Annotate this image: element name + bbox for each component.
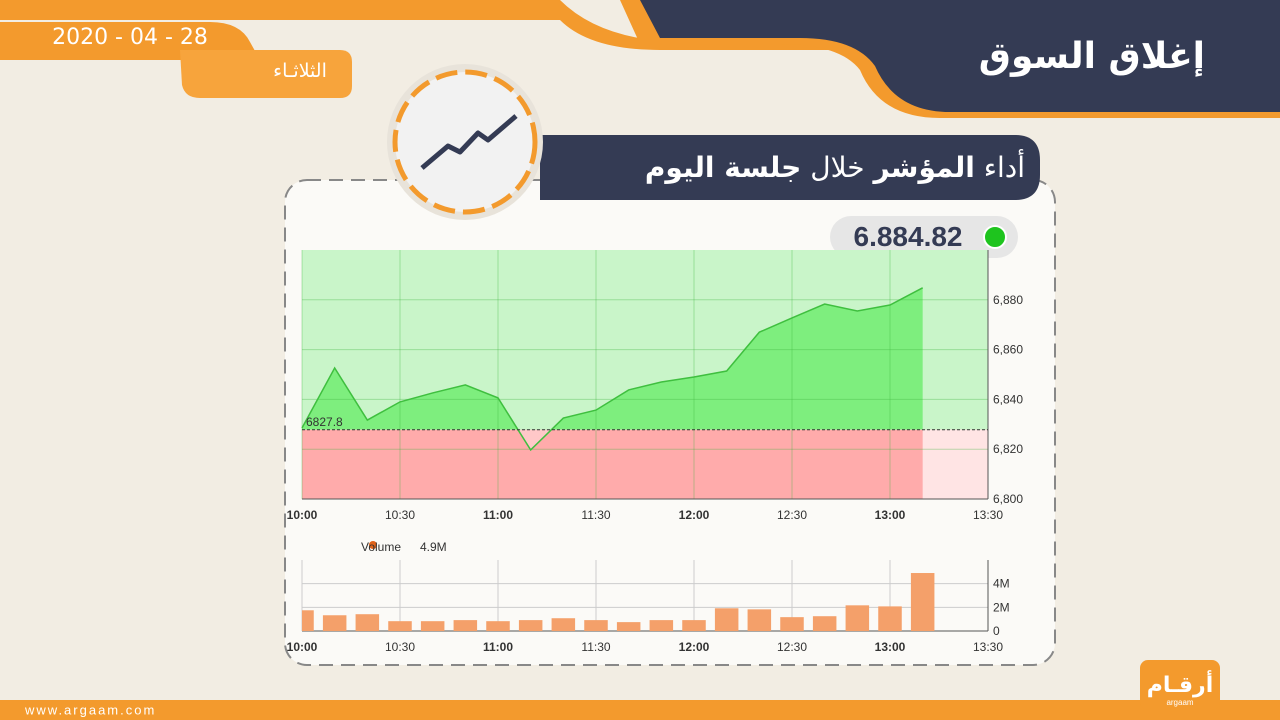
x-tick-label: 12:30: [777, 508, 807, 522]
legend-label: Volume: [361, 540, 401, 554]
y-tick-label: 6,860: [993, 343, 1023, 357]
y-tick-label: 6,820: [993, 442, 1023, 456]
bar: [616, 622, 641, 631]
x-tick-label: 11:30: [581, 640, 610, 654]
bar: [845, 605, 870, 631]
day: الثلاثـاء: [273, 60, 327, 82]
bar: [714, 608, 739, 631]
bar: [649, 620, 674, 631]
subtitle-part: أداء: [984, 148, 1025, 184]
icon-circle: [392, 69, 538, 215]
x-tick-label: 11:30: [581, 508, 610, 522]
logo: أرقـام: [1147, 669, 1214, 698]
bar: [322, 615, 347, 631]
y-tick-label: 6,880: [993, 293, 1023, 307]
logo-box: [1140, 660, 1220, 710]
baseline-label: 6827.8: [306, 415, 343, 429]
x-tick-label: 11:00: [483, 508, 513, 522]
bar: [584, 620, 608, 631]
subtitle-part: خلال: [810, 151, 864, 184]
x-tick-label: 13:30: [973, 640, 1003, 654]
legend-value: 4.9M: [420, 540, 447, 554]
x-tick-label: 13:00: [875, 640, 906, 654]
y-tick-label: 6,840: [993, 392, 1023, 406]
website: www.argaam.com: [24, 702, 156, 717]
x-tick-label: 11:00: [483, 640, 513, 654]
x-tick-label: 13:30: [973, 508, 1003, 522]
top-stripe: [0, 0, 1280, 50]
x-tick-label: 10:30: [385, 640, 415, 654]
bar: [453, 620, 478, 631]
day-pill: [180, 50, 352, 98]
close-pill: [830, 216, 1018, 258]
legend-swatch: [369, 541, 377, 549]
plot-below-rest: [922, 429, 988, 499]
y-tick-label: 2M: [993, 600, 1010, 614]
bar: [747, 609, 772, 631]
x-tick-label: 10:00: [287, 640, 318, 654]
x-tick-label: 10:00: [287, 508, 318, 522]
y-tick-label: 6,800: [993, 492, 1023, 506]
x-tick-label: 12:00: [679, 508, 710, 522]
area-above: [302, 287, 923, 430]
bar: [302, 610, 314, 631]
x-tick-label: 12:00: [679, 640, 710, 654]
bar: [388, 621, 412, 631]
bar: [682, 620, 706, 631]
x-tick-label: 12:30: [777, 640, 807, 654]
bar: [878, 606, 902, 631]
bar: [910, 573, 935, 631]
charts: 10:00 10:30 11:00 11:30 12:00 12:30 13:00 13:30…: [287, 250, 1023, 654]
subtitle-part: المؤشر: [872, 151, 975, 184]
plot-bg: [302, 560, 988, 631]
logo-latin: argaam: [1166, 698, 1193, 707]
subtitle-part: جلسة اليوم: [645, 151, 801, 184]
close-value: 6.884.82: [854, 221, 963, 252]
footer: [0, 700, 1280, 720]
plot-below: [302, 429, 988, 499]
bar: [518, 620, 543, 631]
y-tick-label: 0: [993, 624, 1000, 638]
bar: [780, 617, 804, 631]
subtitle-pill: [540, 135, 1040, 200]
x-tick-label: 13:00: [875, 508, 906, 522]
title-banner: [640, 0, 1280, 112]
title: إغلاق السوق: [979, 36, 1205, 77]
bar: [486, 621, 510, 631]
date: 2020 - 04 - 28: [52, 25, 208, 50]
y-tick-label: 4M: [993, 577, 1010, 591]
line: [301, 287, 924, 452]
area-below: [518, 429, 552, 450]
bar: [420, 621, 445, 631]
bar: [355, 614, 380, 631]
x-tick-label: 10:30: [385, 508, 415, 522]
icon: [420, 114, 518, 170]
status-dot: [983, 225, 1007, 249]
subtitle: أداء المؤشر خلال جلسة اليوم: [645, 148, 1025, 184]
bar: [551, 618, 576, 631]
bar: [812, 616, 837, 631]
